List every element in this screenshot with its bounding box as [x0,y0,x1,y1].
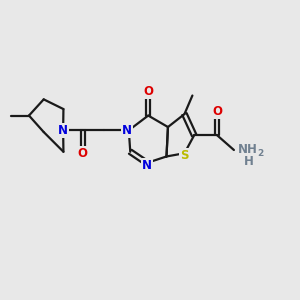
Text: O: O [143,85,153,98]
Text: O: O [78,147,88,160]
Text: N: N [122,124,132,137]
Text: NH: NH [238,143,258,157]
Text: 2: 2 [257,149,263,158]
Text: S: S [180,149,189,162]
Text: H: H [244,155,254,168]
Text: N: N [142,159,152,172]
Text: N: N [58,124,68,137]
Text: O: O [212,105,222,118]
